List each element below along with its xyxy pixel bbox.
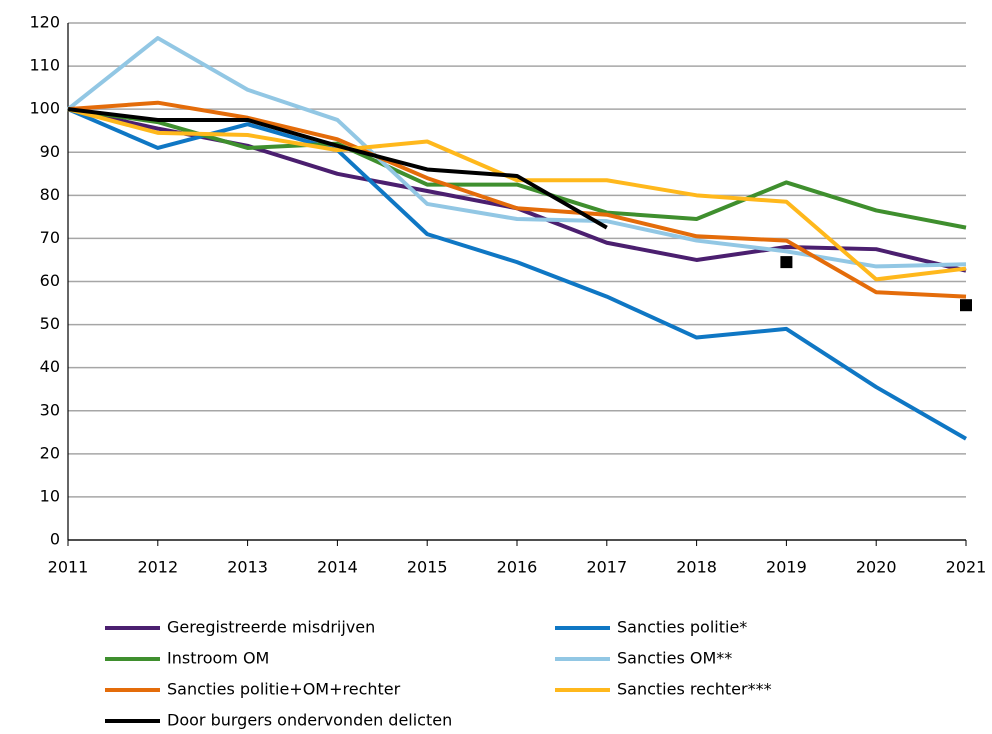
- x-tick-label: 2016: [497, 558, 538, 577]
- series-line: [67, 100, 967, 299]
- legend-label: Geregistreerde misdrijven: [167, 618, 375, 637]
- x-tick-label: 2021: [946, 558, 987, 577]
- x-tick-label: 2018: [676, 558, 717, 577]
- y-tick-label: 100: [29, 99, 60, 118]
- legend-label: Sancties rechter***: [617, 680, 772, 699]
- x-tick-label: 2014: [317, 558, 358, 577]
- series-line: [67, 107, 967, 230]
- y-tick-label: 110: [29, 56, 60, 75]
- legend-label: Instroom OM: [167, 649, 269, 668]
- series-line: [67, 107, 967, 282]
- legend-label: Sancties OM**: [617, 649, 732, 668]
- legend-label: Sancties politie+OM+rechter: [167, 680, 401, 699]
- y-tick-label: 50: [40, 314, 60, 333]
- y-tick-label: 70: [40, 228, 60, 247]
- y-tick-label: 0: [50, 530, 60, 549]
- x-tick-label: 2011: [48, 558, 89, 577]
- legend-label: Sancties politie*: [617, 618, 747, 637]
- x-tick-label: 2019: [766, 558, 807, 577]
- y-tick-label: 60: [40, 271, 60, 290]
- legend-label: Door burgers ondervonden delicten: [167, 711, 452, 730]
- x-tick-label: 2012: [137, 558, 178, 577]
- marker: [780, 256, 793, 269]
- x-tick-label: 2015: [407, 558, 448, 577]
- y-tick-label: 80: [40, 185, 60, 204]
- y-tick-label: 120: [29, 13, 60, 32]
- y-tick-label: 90: [40, 142, 60, 161]
- y-tick-label: 30: [40, 400, 60, 419]
- y-tick-label: 10: [40, 486, 60, 505]
- y-tick-label: 20: [40, 443, 60, 462]
- series-line: [67, 107, 967, 441]
- y-tick-label: 40: [40, 357, 60, 376]
- x-tick-label: 2017: [586, 558, 627, 577]
- x-tick-label: 2020: [856, 558, 897, 577]
- series-line: [67, 107, 608, 230]
- x-tick-label: 2013: [227, 558, 268, 577]
- marker: [960, 299, 972, 312]
